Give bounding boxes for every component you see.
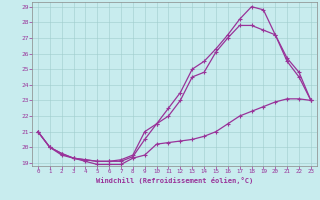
X-axis label: Windchill (Refroidissement éolien,°C): Windchill (Refroidissement éolien,°C) (96, 177, 253, 184)
